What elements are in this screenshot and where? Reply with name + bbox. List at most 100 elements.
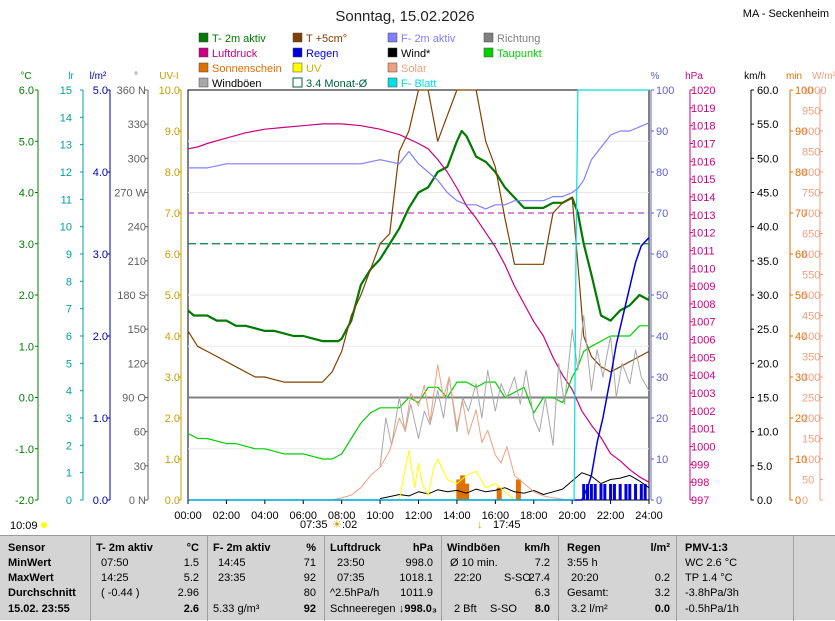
left-axis-label-0-7: -1.0 — [15, 444, 34, 456]
legend-label-11: F- Blatt — [401, 78, 436, 90]
left-axis-label-4-7: 3.0 — [165, 372, 180, 384]
gusts-max-value: 27.4 — [528, 572, 550, 584]
pressure-max-value: 1018.1 — [399, 572, 433, 584]
x-tick-label-3: 06:00 — [289, 510, 317, 522]
left-axis-label-0-4: 2.0 — [19, 290, 34, 302]
left-axis-label-2-1: 4.0 — [93, 167, 108, 179]
right-axis-label-4-3: 850 — [802, 147, 820, 159]
station-name: MA - Seckenheim — [743, 8, 829, 20]
right-axis-label-3-7: 30 — [795, 372, 807, 384]
rain-bar-12 — [639, 484, 643, 500]
summary-col-pmv: PMV-1:3 WC 2.6 °C TP 1.4 °C -3.8hPa/3h -… — [676, 536, 793, 621]
sunset-icon: ↓ — [477, 519, 483, 531]
left-axis-unit-1: lr — [68, 71, 74, 82]
left-axis-label-1-12: 3 — [66, 413, 72, 425]
right-axis-label-1-23: 997 — [691, 495, 709, 507]
series-line-3 — [187, 123, 650, 483]
sensor-row-max: MaxWert — [8, 572, 54, 584]
x-tick-label-5: 10:00 — [366, 510, 394, 522]
right-axis-label-3-0: 100 — [795, 85, 813, 97]
pmv-trend-1h: -0.5hPa/1h — [685, 603, 739, 615]
right-axis-label-3-4: 60 — [795, 249, 807, 261]
right-axis-label-4-10: 500 — [802, 290, 820, 302]
rain-bar-6 — [609, 484, 613, 500]
right-axis-label-1-18: 1002 — [691, 406, 715, 418]
right-axis-label-0-0: 100 — [656, 85, 674, 97]
right-axis-unit-0: % — [651, 71, 660, 82]
right-axis-label-1-12: 1008 — [691, 299, 715, 311]
left-axis-label-2-0: 5.0 — [93, 85, 108, 97]
right-axis-label-1-5: 1015 — [691, 174, 715, 186]
left-axis-label-0-2: 4.0 — [19, 188, 34, 200]
left-axis-label-4-0: 10.0 — [159, 85, 180, 97]
left-axis-label-3-6: 180 S — [117, 290, 146, 302]
f2m-max-value: 92 — [303, 572, 316, 584]
pressure-header: Luftdruck — [330, 542, 381, 554]
gusts-avg-label: Ø 10 min. — [450, 557, 498, 569]
gusts-header: Windböen — [447, 542, 501, 554]
pressure-current-value: ↓998.0₃ — [398, 603, 437, 615]
left-axis-unit-0: °C — [20, 71, 31, 82]
rain-max-time: 20:20 — [571, 572, 599, 584]
right-axis-label-0-2: 80 — [656, 167, 668, 179]
left-axis-unit-3: ° — [134, 71, 138, 82]
right-axis-unit-2: km/h — [744, 71, 766, 82]
right-axis-label-4-15: 250 — [802, 393, 820, 405]
left-axis-label-3-7: 150 — [128, 324, 146, 336]
sunshine-bar-0 — [456, 479, 462, 500]
right-axis-label-4-12: 400 — [802, 331, 820, 343]
rain-bar-3 — [593, 484, 597, 500]
left-axis-label-3-0: 360 N — [117, 85, 146, 97]
right-axis-label-2-2: 50.0 — [757, 153, 778, 165]
left-axis-label-1-11: 4 — [66, 386, 72, 398]
left-axis-label-4-4: 6.0 — [165, 249, 180, 261]
right-axis-label-1-0: 1020 — [691, 85, 715, 97]
legend-swatch-9 — [387, 47, 398, 58]
gusts-unit: km/h — [524, 542, 550, 554]
left-axis-label-1-1: 14 — [60, 112, 72, 124]
left-axis-label-1-8: 7 — [66, 304, 72, 316]
legend-label-3: Windböen — [212, 78, 262, 90]
summary-col-pressure: Luftdruck hPa 23:50 998.0 07:35 1018.1 ^2.… — [324, 536, 441, 621]
rain-bar-13 — [643, 484, 647, 500]
sensor-row-min: MinWert — [8, 557, 52, 569]
right-axis-label-2-8: 20.0 — [757, 358, 778, 370]
t2m-max-time: 14:25 — [101, 572, 129, 584]
right-axis-label-4-2: 900 — [802, 126, 820, 138]
right-axis-unit-3: min — [786, 71, 802, 82]
legend-label-7: 3.4 Monat-Ø — [306, 78, 368, 90]
right-axis-label-1-14: 1006 — [691, 335, 715, 347]
sun-icon — [41, 522, 47, 528]
pmv-trend-3h: -3.8hPa/3h — [685, 587, 739, 599]
left-axis-label-3-1: 330 — [128, 119, 146, 131]
summary-col-sensor: Sensor MinWert MaxWert Durchschnitt 15.0… — [0, 536, 90, 621]
right-axis-label-2-7: 25.0 — [757, 324, 778, 336]
x-tick-label-1: 02:00 — [213, 510, 241, 522]
legend-label-4: T +5cm° — [306, 33, 347, 45]
right-axes: %1009080706050403020100hPa10201019101810… — [650, 71, 835, 507]
right-axis-label-4-9: 550 — [802, 270, 820, 282]
right-axis-label-4-14: 300 — [802, 372, 820, 384]
legend-swatch-13 — [483, 47, 494, 58]
chart-svg: Sonntag, 15.02.2026 MA - Seckenheim T- 2… — [10, 8, 835, 532]
right-axis-label-4-8: 600 — [802, 249, 820, 261]
legend-label-5: Regen — [306, 48, 338, 60]
left-axis-label-0-1: 5.0 — [19, 136, 34, 148]
sensor-header: Sensor — [8, 542, 46, 554]
right-axis-label-4-7: 650 — [802, 229, 820, 241]
left-axis-label-0-3: 3.0 — [19, 239, 34, 251]
left-axis-label-3-12: 0 N — [129, 495, 146, 507]
rain-duration: 3:55 h — [567, 557, 598, 569]
sunshine-bar-3 — [496, 487, 502, 500]
left-axis-label-4-2: 8.0 — [165, 167, 180, 179]
right-axis-label-1-7: 1013 — [691, 210, 715, 222]
x-tick-label-7: 14:00 — [443, 510, 471, 522]
right-axis-label-3-5: 50 — [795, 290, 807, 302]
series-line-9 — [188, 237, 650, 501]
pmv-windchill: WC 2.6 °C — [685, 557, 738, 569]
f2m-abs-humidity: 5.33 g/m³ — [213, 603, 260, 615]
right-axis-label-0-3: 70 — [656, 208, 668, 220]
legend-label-10: Solar — [401, 63, 427, 75]
left-axis-label-3-8: 120 — [128, 358, 146, 370]
series-line-1 — [187, 89, 650, 383]
